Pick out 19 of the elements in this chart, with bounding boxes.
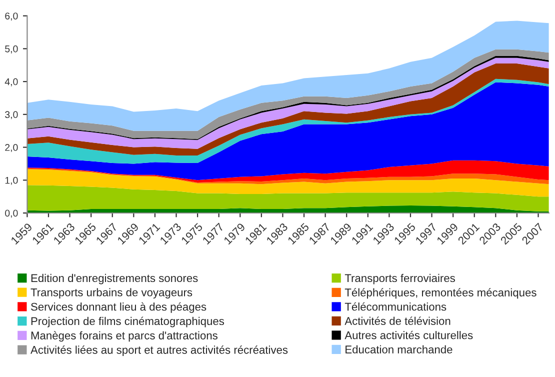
legend-label: Téléphériques, remontées mécaniques [344,288,536,299]
legend-label: Projection de films cinématographiques [31,316,224,328]
legend-label: Autres activités culturelles [344,330,473,340]
y-tick-label: 0,0 [5,210,18,218]
legend-label: Télécommunications [344,302,446,311]
y-tick-label: 1,0 [5,176,18,185]
y-tick-label: 3,0 [5,111,18,120]
y-tick-label: 2,0 [5,144,18,152]
legend-label: Manèges forains et parcs d'attractions [31,331,218,342]
legend-label: Services donnant lieu à des péages [31,302,206,313]
legend-label: Activités liées au sport et autres activités récréatives [30,346,288,356]
legend-label: Education marchande [346,345,452,354]
legend-label: Transports ferroviaires [344,274,455,284]
legend-label: Edition d'enregistrements sonores [31,274,198,284]
legend-label: Transports urbains de voyageurs [30,288,192,299]
legend-label: Activités de télévision [344,316,450,325]
y-tick-label: 5,0 [5,45,18,54]
y-tick-label: 4,0 [4,78,18,86]
y-tick-label: 6,0 [5,12,18,21]
